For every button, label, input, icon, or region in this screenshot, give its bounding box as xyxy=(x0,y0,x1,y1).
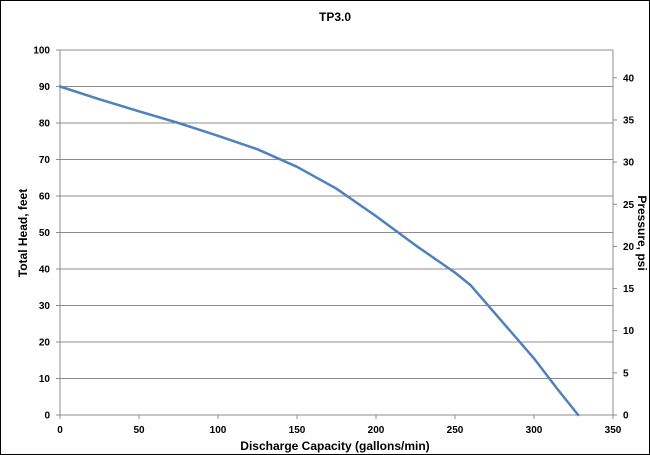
x-tick-label: 250 xyxy=(447,425,464,436)
x-tick-label: 50 xyxy=(133,425,145,436)
x-tick-label: 0 xyxy=(57,425,63,436)
y2-tick-label: 15 xyxy=(623,284,635,295)
y-tick-label: 40 xyxy=(39,265,51,276)
y-tick-label: 60 xyxy=(39,192,51,203)
series-line-0 xyxy=(58,85,580,417)
y-axis-ticks: 0 10 20 30 40 50 60 70 80 90 100 xyxy=(33,46,50,422)
axes xyxy=(56,49,617,419)
y2-axis-ticks: 0 5 10 15 20 25 30 35 40 xyxy=(623,73,635,421)
y2-tick-label: 0 xyxy=(623,411,629,422)
y-axis-label: Total Head, feet xyxy=(16,189,30,277)
y2-tick-label: 40 xyxy=(623,73,635,84)
series-layer xyxy=(58,85,580,417)
y-tick-label: 70 xyxy=(39,155,51,166)
x-axis-label: Discharge Capacity (gallons/min) xyxy=(240,439,429,453)
y-tick-label: 0 xyxy=(44,411,50,422)
x-tick-label: 100 xyxy=(210,425,227,436)
y2-tick-label: 25 xyxy=(623,200,635,211)
y-tick-label: 90 xyxy=(39,82,51,93)
y-tick-label: 100 xyxy=(33,46,50,57)
y2-tick-label: 5 xyxy=(623,368,629,379)
x-tick-label: 200 xyxy=(368,425,385,436)
y-tick-label: 80 xyxy=(39,119,51,130)
y-tick-label: 20 xyxy=(39,338,51,349)
y-tick-label: 50 xyxy=(39,228,51,239)
y2-tick-label: 35 xyxy=(623,115,635,126)
x-tick-label: 350 xyxy=(605,425,622,436)
x-tick-label: 300 xyxy=(526,425,543,436)
y-tick-label: 30 xyxy=(39,301,51,312)
y2-axis-label: Pressure, psi xyxy=(635,195,649,270)
chart-title: TP3.0 xyxy=(319,10,351,24)
y2-tick-label: 30 xyxy=(623,158,635,169)
y2-tick-label: 10 xyxy=(623,326,635,337)
grid-lines xyxy=(60,49,613,379)
y-tick-label: 10 xyxy=(39,374,51,385)
y2-tick-label: 20 xyxy=(623,242,635,253)
x-tick-label: 150 xyxy=(289,425,306,436)
x-axis-ticks: 0 50 100 150 200 250 300 350 xyxy=(57,425,622,436)
